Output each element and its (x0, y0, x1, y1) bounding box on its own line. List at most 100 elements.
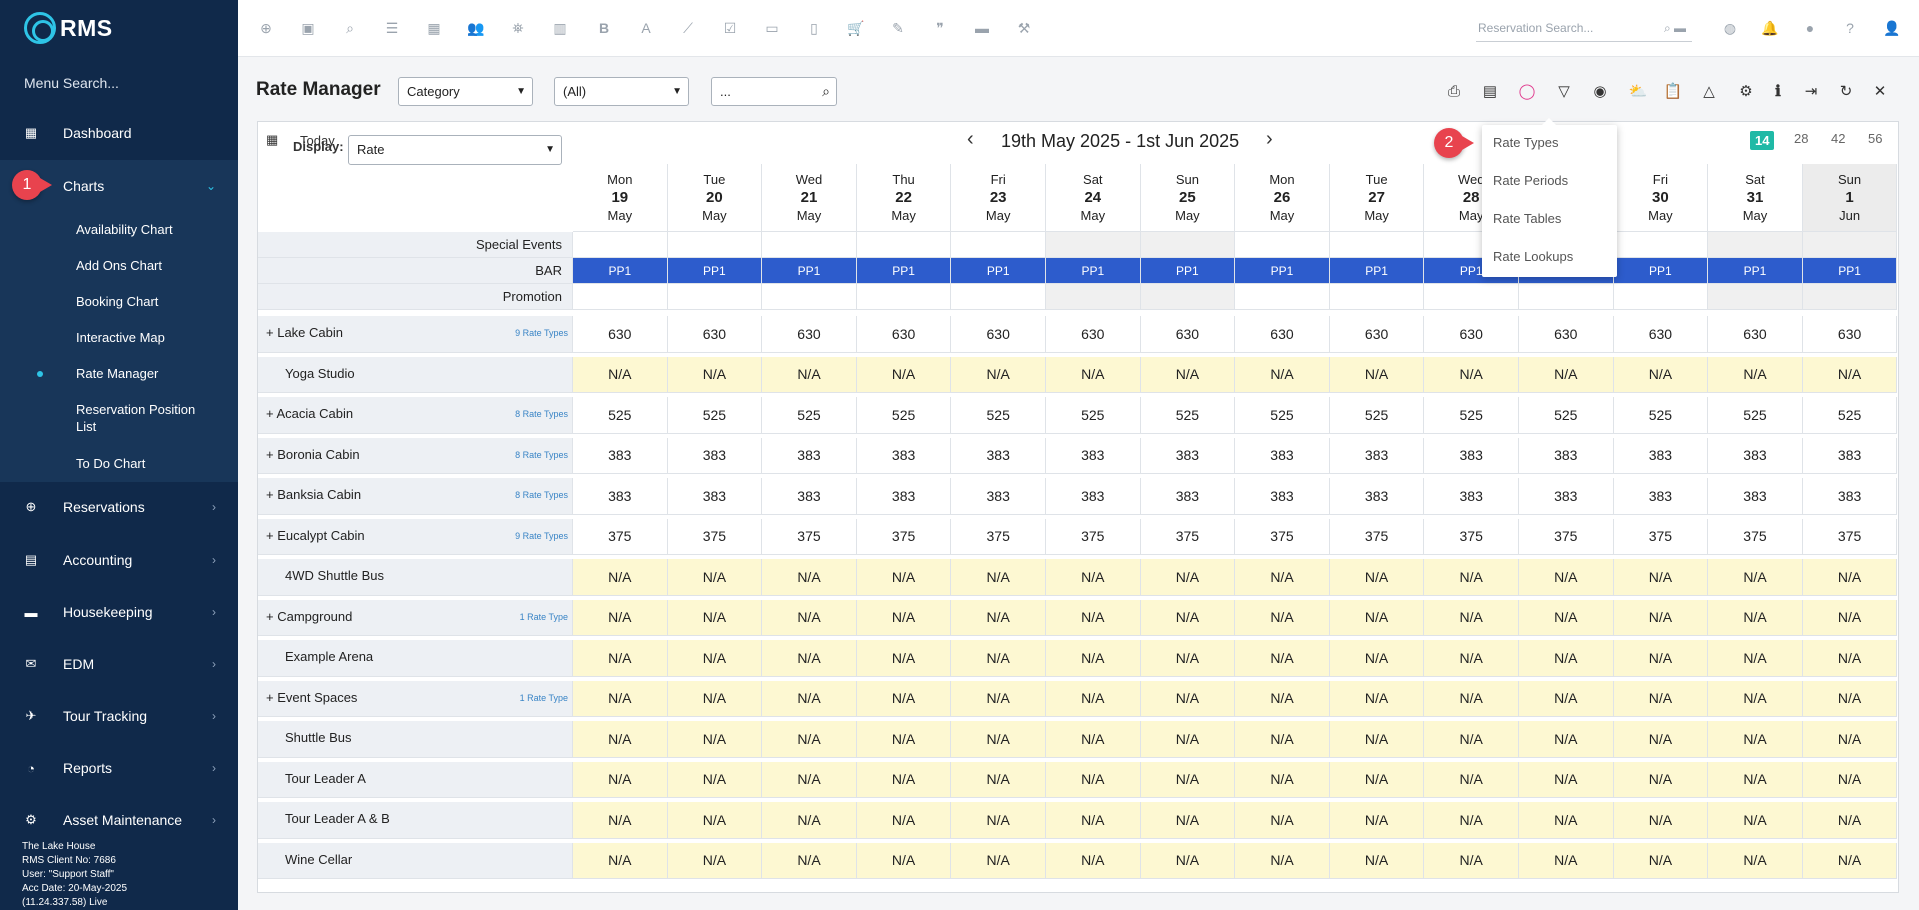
rate-cell[interactable]: N/A (951, 721, 1046, 758)
promotion-cell[interactable] (1519, 284, 1614, 310)
text-icon[interactable]: A (641, 20, 651, 36)
rate-cell[interactable]: N/A (1519, 599, 1614, 636)
special-event-cell[interactable] (1235, 232, 1330, 258)
rate-cell[interactable]: 525 (951, 397, 1046, 434)
rate-cell[interactable]: N/A (1235, 761, 1330, 798)
sidebar-item-interactive-map[interactable]: Interactive Map (76, 330, 165, 345)
room-row-label[interactable]: + Boronia Cabin 8 Rate Types (258, 437, 573, 474)
rate-cell[interactable]: 383 (667, 437, 763, 474)
rate-cell[interactable]: 383 (856, 437, 952, 474)
rate-cell[interactable]: N/A (951, 802, 1046, 839)
rate-cell[interactable]: N/A (1235, 356, 1330, 393)
rate-cell[interactable]: N/A (1708, 842, 1803, 879)
rate-cell[interactable]: N/A (1329, 721, 1425, 758)
bell-icon[interactable]: 🔔 (1761, 20, 1779, 36)
rate-cell[interactable]: 525 (1235, 397, 1330, 434)
rate-cell[interactable]: N/A (1329, 559, 1425, 596)
rate-cell[interactable]: 525 (762, 397, 857, 434)
rate-cell[interactable]: 630 (573, 316, 668, 353)
promotion-cell[interactable] (856, 284, 952, 310)
rate-cell[interactable]: 630 (951, 316, 1046, 353)
clipboard-icon[interactable]: 📋 (1663, 83, 1683, 100)
rate-cell[interactable]: N/A (1046, 640, 1141, 677)
sidebar-item-add-ons-chart[interactable]: Add Ons Chart (76, 258, 162, 273)
expand-icon[interactable]: + (266, 689, 278, 705)
rate-cell[interactable]: 383 (1329, 437, 1425, 474)
rate-cell[interactable]: 383 (1424, 478, 1519, 515)
chart-icon[interactable]: △ (1703, 83, 1715, 100)
rate-cell[interactable]: N/A (573, 599, 668, 636)
rate-cell[interactable]: 375 (1329, 518, 1425, 555)
document-icon[interactable]: ▯ (810, 20, 818, 36)
rate-cell[interactable]: N/A (762, 559, 857, 596)
rate-cell[interactable]: N/A (1329, 356, 1425, 393)
rate-cell[interactable]: N/A (1424, 761, 1519, 798)
sidebar-item-reservation-position-list[interactable]: Reservation Position List (76, 402, 196, 434)
rate-cell[interactable]: 630 (1235, 316, 1330, 353)
promotion-cell[interactable] (762, 284, 857, 310)
rate-cell[interactable]: N/A (667, 559, 763, 596)
rate-cell[interactable]: N/A (1708, 721, 1803, 758)
day-header[interactable]: Tue 27 May (1329, 164, 1425, 232)
rate-cell[interactable]: 630 (1140, 316, 1236, 353)
rate-cell[interactable]: 375 (1613, 518, 1709, 555)
rate-cell[interactable]: N/A (1046, 802, 1141, 839)
rate-cell[interactable]: N/A (667, 761, 763, 798)
promotion-cell[interactable] (1046, 284, 1141, 310)
sidebar-item-to-do-chart[interactable]: To Do Chart (76, 456, 146, 471)
rate-cell[interactable]: N/A (1046, 559, 1141, 596)
rate-cell[interactable]: N/A (1235, 640, 1330, 677)
reservation-search-input[interactable]: Reservation Search... ⌕ ▬ (1476, 14, 1692, 42)
rate-cell[interactable]: 383 (1235, 437, 1330, 474)
rate-cell[interactable]: N/A (1424, 559, 1519, 596)
rate-cell[interactable]: 525 (1613, 397, 1709, 434)
rate-cell[interactable]: N/A (951, 356, 1046, 393)
rate-cell[interactable]: 630 (667, 316, 763, 353)
sidebar-item-reports[interactable]: ◔ Reports › (0, 742, 238, 794)
rate-cell[interactable]: 383 (856, 478, 952, 515)
room-row-label[interactable]: + Campground 1 Rate Type (258, 599, 573, 636)
rate-cell[interactable]: N/A (1802, 721, 1898, 758)
rate-cell[interactable]: N/A (1613, 559, 1709, 596)
special-event-cell[interactable] (667, 232, 763, 258)
rate-cell[interactable]: N/A (667, 842, 763, 879)
special-event-cell[interactable] (573, 232, 668, 258)
sliders-icon[interactable]: ☰ (385, 20, 399, 36)
rate-cell[interactable]: N/A (573, 640, 668, 677)
rate-cell[interactable]: 383 (1613, 478, 1709, 515)
rate-cell[interactable]: 383 (1708, 437, 1803, 474)
promotion-cell[interactable] (951, 284, 1046, 310)
today-button[interactable]: Today (300, 133, 335, 148)
rate-cell[interactable]: N/A (573, 842, 668, 879)
rate-cell[interactable]: N/A (1046, 356, 1141, 393)
rate-cell[interactable]: N/A (667, 721, 763, 758)
rate-cell[interactable]: N/A (1519, 559, 1614, 596)
rate-cell[interactable]: N/A (1046, 761, 1141, 798)
rate-cell[interactable]: N/A (667, 356, 763, 393)
grid-icon[interactable]: ▦ (427, 20, 441, 36)
rate-cell[interactable]: N/A (1140, 356, 1236, 393)
rate-cell[interactable]: 525 (1046, 397, 1141, 434)
rate-cell[interactable]: 383 (1424, 437, 1519, 474)
rate-cell[interactable]: N/A (1613, 640, 1709, 677)
rate-cell[interactable]: N/A (1424, 680, 1519, 717)
rate-cell[interactable]: 383 (1140, 478, 1236, 515)
rate-cell[interactable]: 383 (1613, 437, 1709, 474)
rate-cell[interactable]: N/A (762, 802, 857, 839)
sidebar-item-tour-tracking[interactable]: ✈ Tour Tracking › (0, 690, 238, 742)
day-header[interactable]: Thu 22 May (856, 164, 952, 232)
bar-cell[interactable]: PP1 (1140, 258, 1236, 284)
rate-cell[interactable]: N/A (762, 721, 857, 758)
rate-cell[interactable]: N/A (762, 842, 857, 879)
rate-cell[interactable]: N/A (1802, 640, 1898, 677)
rate-cell[interactable]: N/A (1329, 802, 1425, 839)
rate-cell[interactable]: N/A (1140, 761, 1236, 798)
filter-icon[interactable]: ▽ (1558, 83, 1570, 100)
rate-cell[interactable]: N/A (1708, 802, 1803, 839)
special-event-cell[interactable] (1802, 232, 1898, 258)
day-header[interactable]: Mon 19 May (573, 164, 668, 232)
rate-cell[interactable]: N/A (1235, 599, 1330, 636)
next-period-button[interactable]: › (1266, 128, 1273, 150)
rate-cell[interactable]: 383 (951, 437, 1046, 474)
rate-cell[interactable]: 383 (1802, 478, 1898, 515)
